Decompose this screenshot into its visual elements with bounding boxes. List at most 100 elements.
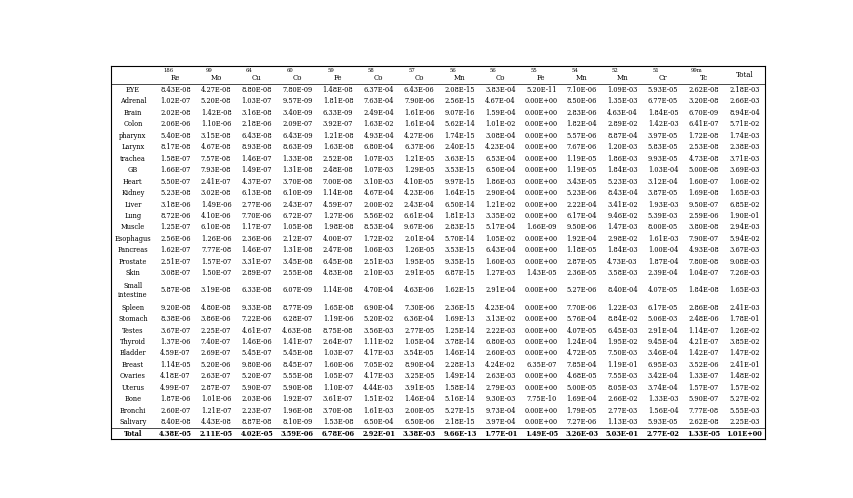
Text: 1.48E-08: 1.48E-08 bbox=[322, 86, 353, 94]
Text: 2.94E-03: 2.94E-03 bbox=[728, 224, 759, 232]
Text: 2.00E-02: 2.00E-02 bbox=[363, 201, 393, 209]
Text: 2.91E-04: 2.91E-04 bbox=[647, 327, 677, 335]
Text: Total: Total bbox=[124, 430, 142, 438]
Text: 2.41E-07: 2.41E-07 bbox=[200, 178, 231, 186]
Text: 1.31E-08: 1.31E-08 bbox=[281, 247, 312, 254]
Text: 1.05E-04: 1.05E-04 bbox=[403, 338, 434, 346]
Text: 6.50E-06: 6.50E-06 bbox=[403, 418, 434, 426]
Text: 3.15E-08: 3.15E-08 bbox=[200, 132, 231, 140]
Text: 1.24E-04: 1.24E-04 bbox=[566, 338, 596, 346]
Text: 3.71E-03: 3.71E-03 bbox=[728, 155, 758, 163]
Text: 2.87E-05: 2.87E-05 bbox=[566, 258, 596, 266]
Text: 4.72E-05: 4.72E-05 bbox=[566, 350, 596, 358]
Text: 1.41E-07: 1.41E-07 bbox=[281, 338, 312, 346]
Text: 8.50E-06: 8.50E-06 bbox=[566, 98, 596, 106]
Text: 2.08E-15: 2.08E-15 bbox=[444, 86, 474, 94]
Text: 2.66E-02: 2.66E-02 bbox=[606, 395, 637, 403]
Text: 1.46E-07: 1.46E-07 bbox=[241, 155, 271, 163]
Text: 1.46E-14: 1.46E-14 bbox=[444, 350, 475, 358]
Text: 1.14E-07: 1.14E-07 bbox=[688, 327, 718, 335]
Text: Co: Co bbox=[374, 74, 383, 82]
Text: Re: Re bbox=[171, 74, 180, 82]
Text: 1.03E-07: 1.03E-07 bbox=[322, 350, 352, 358]
Text: 5.06E-03: 5.06E-03 bbox=[647, 315, 677, 323]
Text: 1.57E-07: 1.57E-07 bbox=[688, 384, 718, 392]
Text: 5.16E-14: 5.16E-14 bbox=[444, 395, 475, 403]
Text: 5.00E-05: 5.00E-05 bbox=[566, 384, 596, 392]
Text: 3.67E-07: 3.67E-07 bbox=[160, 327, 190, 335]
Text: 1.59E-04: 1.59E-04 bbox=[485, 109, 515, 117]
Text: 1.86E-03: 1.86E-03 bbox=[485, 178, 515, 186]
Text: 4.38E-05: 4.38E-05 bbox=[159, 430, 192, 438]
Text: 8.94E-04: 8.94E-04 bbox=[728, 109, 759, 117]
Text: 3.43E-05: 3.43E-05 bbox=[566, 178, 596, 186]
Text: Mn: Mn bbox=[454, 74, 465, 82]
Text: 0.00E+00: 0.00E+00 bbox=[524, 98, 557, 106]
Text: Testes: Testes bbox=[122, 327, 143, 335]
Text: 6.17E-04: 6.17E-04 bbox=[566, 212, 596, 220]
Text: 1.04E-07: 1.04E-07 bbox=[688, 269, 718, 277]
Text: 5.57E-06: 5.57E-06 bbox=[566, 132, 596, 140]
Text: 3.70E-08: 3.70E-08 bbox=[322, 407, 352, 415]
Text: 1.01E+00: 1.01E+00 bbox=[726, 430, 762, 438]
Text: 6.36E-04: 6.36E-04 bbox=[403, 315, 434, 323]
Text: 8.40E-04: 8.40E-04 bbox=[606, 286, 637, 294]
Text: 9.07E-16: 9.07E-16 bbox=[444, 109, 474, 117]
Text: 8.93E-08: 8.93E-08 bbox=[241, 143, 271, 151]
Text: 2.01E-04: 2.01E-04 bbox=[403, 235, 434, 243]
Text: 51: 51 bbox=[652, 68, 659, 73]
Text: Heart: Heart bbox=[123, 178, 142, 186]
Text: 4.63E-08: 4.63E-08 bbox=[281, 327, 312, 335]
Text: 1.93E-03: 1.93E-03 bbox=[647, 201, 677, 209]
Text: 2.10E-03: 2.10E-03 bbox=[363, 269, 393, 277]
Text: 1.35E-03: 1.35E-03 bbox=[606, 98, 637, 106]
Text: 3.35E-02: 3.35E-02 bbox=[485, 212, 515, 220]
Text: 64: 64 bbox=[246, 68, 252, 73]
Text: Cu: Cu bbox=[252, 74, 261, 82]
Text: 1.27E-03: 1.27E-03 bbox=[485, 269, 515, 277]
Text: 6.77E-05: 6.77E-05 bbox=[647, 98, 677, 106]
Text: 7.67E-06: 7.67E-06 bbox=[566, 143, 596, 151]
Text: 6.43E-04: 6.43E-04 bbox=[485, 247, 515, 254]
Text: Fe: Fe bbox=[537, 74, 545, 82]
Text: 0.00E+00: 0.00E+00 bbox=[524, 258, 557, 266]
Text: 4.93E-08: 4.93E-08 bbox=[688, 247, 718, 254]
Text: 1.81E-08: 1.81E-08 bbox=[322, 98, 353, 106]
Text: 1.66E-09: 1.66E-09 bbox=[525, 224, 556, 232]
Text: 2.55E-08: 2.55E-08 bbox=[281, 269, 312, 277]
Text: 1.42E-07: 1.42E-07 bbox=[688, 350, 718, 358]
Text: 5.93E-05: 5.93E-05 bbox=[647, 418, 677, 426]
Text: 2.63E-03: 2.63E-03 bbox=[485, 373, 515, 380]
Text: Liver: Liver bbox=[124, 201, 142, 209]
Text: 3.52E-06: 3.52E-06 bbox=[688, 361, 718, 369]
Text: 1.21E-02: 1.21E-02 bbox=[485, 201, 515, 209]
Text: Mn: Mn bbox=[616, 74, 628, 82]
Text: 4.00E-07: 4.00E-07 bbox=[322, 235, 352, 243]
Text: 1.60E-07: 1.60E-07 bbox=[688, 178, 718, 186]
Text: 1.86E-03: 1.86E-03 bbox=[606, 155, 637, 163]
Text: 1.72E-08: 1.72E-08 bbox=[688, 132, 718, 140]
Text: 6.17E-05: 6.17E-05 bbox=[647, 304, 677, 312]
Text: 9.50E-07: 9.50E-07 bbox=[688, 201, 718, 209]
Text: 3.02E-08: 3.02E-08 bbox=[200, 189, 231, 197]
Text: pharynx: pharynx bbox=[119, 132, 147, 140]
Text: 9.35E-15: 9.35E-15 bbox=[444, 258, 474, 266]
Text: 1.05E-02: 1.05E-02 bbox=[485, 235, 515, 243]
Text: 1.87E-06: 1.87E-06 bbox=[160, 395, 190, 403]
Text: 1.49E-06: 1.49E-06 bbox=[200, 201, 231, 209]
Text: 3.31E-07: 3.31E-07 bbox=[241, 258, 271, 266]
Text: 7.00E-08: 7.00E-08 bbox=[322, 178, 352, 186]
Text: 3.92E-07: 3.92E-07 bbox=[322, 121, 353, 128]
Text: 5.55E-08: 5.55E-08 bbox=[281, 373, 312, 380]
Text: 0.00E+00: 0.00E+00 bbox=[524, 350, 557, 358]
Text: 1.61E-03: 1.61E-03 bbox=[647, 235, 677, 243]
Text: 4.02E-05: 4.02E-05 bbox=[240, 430, 273, 438]
Text: 1.58E-07: 1.58E-07 bbox=[160, 155, 190, 163]
Text: Thyroid: Thyroid bbox=[119, 338, 146, 346]
Text: 3.97E-04: 3.97E-04 bbox=[485, 418, 515, 426]
Text: 1.46E-07: 1.46E-07 bbox=[241, 247, 271, 254]
Text: 9.20E-08: 9.20E-08 bbox=[160, 304, 190, 312]
Text: 3.20E-08: 3.20E-08 bbox=[688, 98, 718, 106]
Text: 2.47E-08: 2.47E-08 bbox=[322, 247, 353, 254]
Text: 4.07E-05: 4.07E-05 bbox=[647, 286, 677, 294]
